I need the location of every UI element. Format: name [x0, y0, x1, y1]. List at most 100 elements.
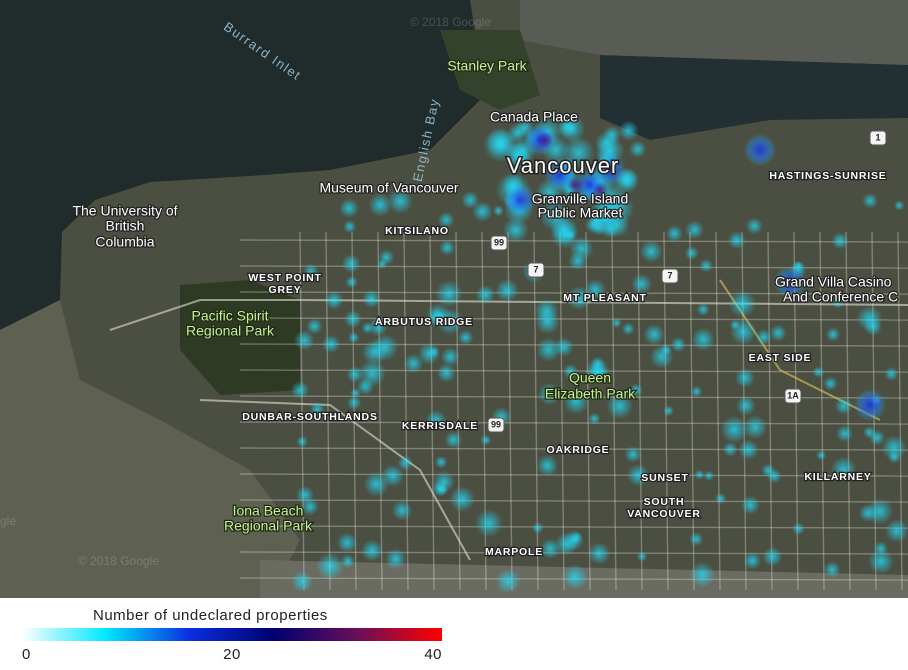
road — [239, 421, 908, 425]
heat-spot — [428, 346, 440, 358]
highway-shield — [784, 388, 802, 404]
heat-spot — [738, 439, 759, 460]
heat-spot — [563, 388, 590, 415]
heat-spot — [324, 290, 344, 310]
heat-spot — [540, 200, 571, 232]
heat-spot — [568, 251, 587, 271]
heat-spot — [540, 538, 561, 559]
heat-spot — [378, 249, 395, 266]
heat-spot — [755, 329, 772, 346]
heat-spot — [832, 297, 843, 309]
heat-spot — [291, 570, 313, 593]
heat-spot — [689, 532, 704, 547]
place-label: ARBUTUS RIDGE — [375, 316, 473, 328]
heat-spot — [792, 522, 805, 536]
place-label: Public Market — [538, 205, 623, 221]
place-label: Vancouver — [507, 153, 620, 178]
place-label: WEST POINT — [248, 272, 321, 284]
heat-spot — [823, 376, 838, 391]
heat-spot — [301, 497, 319, 516]
heat-spot — [769, 324, 787, 342]
place-label: DUNBAR-SOUTHLANDS — [242, 411, 378, 423]
heat-spot — [531, 522, 544, 534]
heat-spot — [538, 382, 561, 406]
heat-spot — [296, 435, 309, 448]
heat-spot — [397, 455, 413, 471]
place-label: Grand Villa Casino — [775, 274, 892, 290]
heat-spot — [893, 200, 905, 211]
heat-spot — [729, 319, 741, 331]
heat-spot — [703, 470, 715, 481]
heat-spot — [618, 120, 639, 141]
place-label: The University of — [72, 203, 177, 219]
heat-spot — [434, 455, 448, 469]
heat-spot — [566, 285, 591, 311]
heat-spot — [854, 389, 886, 421]
heat-spot — [868, 548, 894, 575]
heat-spot — [691, 327, 715, 352]
heat-spot — [439, 239, 456, 256]
heat-spot — [340, 554, 355, 569]
highway-shield — [527, 262, 545, 278]
heat-spot — [743, 551, 762, 570]
heat-spot — [834, 397, 853, 415]
heat-spot — [740, 495, 760, 515]
heat-spot — [714, 492, 727, 505]
heat-spot — [444, 431, 463, 449]
road — [299, 231, 305, 591]
heat-spot — [336, 532, 358, 554]
heat-spot — [562, 564, 589, 591]
heat-spot — [831, 232, 849, 250]
heat-spot — [745, 217, 763, 235]
heat-spot — [727, 231, 746, 250]
highway-number: 99 — [494, 237, 504, 247]
heat-spot — [624, 445, 642, 463]
heat-spot — [350, 387, 361, 399]
heat-spot — [368, 193, 392, 217]
road — [199, 399, 471, 561]
heat-spot — [862, 192, 878, 209]
heat-spot — [885, 519, 908, 543]
road — [109, 299, 908, 331]
heat-spot — [472, 201, 493, 222]
heat-spot — [309, 401, 325, 417]
map-watermark: gle — [0, 514, 16, 528]
heat-spot — [812, 366, 825, 378]
heat-spot — [339, 198, 359, 219]
heat-spot — [588, 362, 609, 383]
heat-spot — [535, 309, 560, 335]
place-label: Elizabeth Park — [545, 386, 636, 402]
place-label: EAST SIDE — [749, 352, 812, 364]
heat-spot — [621, 322, 635, 336]
heat-spot — [696, 302, 710, 317]
heat-spot — [567, 177, 583, 193]
heat-spot — [433, 471, 455, 493]
highway-shield — [490, 235, 508, 251]
heat-spot — [483, 127, 518, 163]
highway-number: 7 — [533, 264, 538, 274]
map-watermark: © 2018 Google — [410, 15, 491, 29]
heat-spot — [881, 435, 907, 461]
place-label: Museum of Vancouver — [319, 180, 458, 196]
map-watermark: © 2018 Google — [78, 554, 159, 568]
heat-spot — [436, 308, 464, 335]
heat-spot — [631, 273, 652, 295]
heat-spot — [743, 415, 768, 440]
place-label: SUNSET — [641, 472, 688, 484]
place-label: VANCOUVER — [627, 508, 701, 520]
highway-shield — [487, 417, 505, 433]
heat-spot — [347, 395, 362, 410]
heat-spot — [611, 317, 622, 329]
place-label: Iona Beach — [233, 503, 304, 519]
heat-spot — [694, 469, 705, 480]
highway-number: 99 — [491, 419, 501, 429]
heat-spot — [722, 441, 738, 457]
colorbar-tick-label: 0 — [22, 646, 31, 663]
place-label: Regional Park — [224, 518, 313, 534]
heat-spot — [436, 363, 456, 383]
heat-spot — [665, 225, 684, 243]
road — [715, 231, 721, 591]
heat-spot — [643, 323, 665, 346]
heat-spot — [689, 561, 716, 588]
